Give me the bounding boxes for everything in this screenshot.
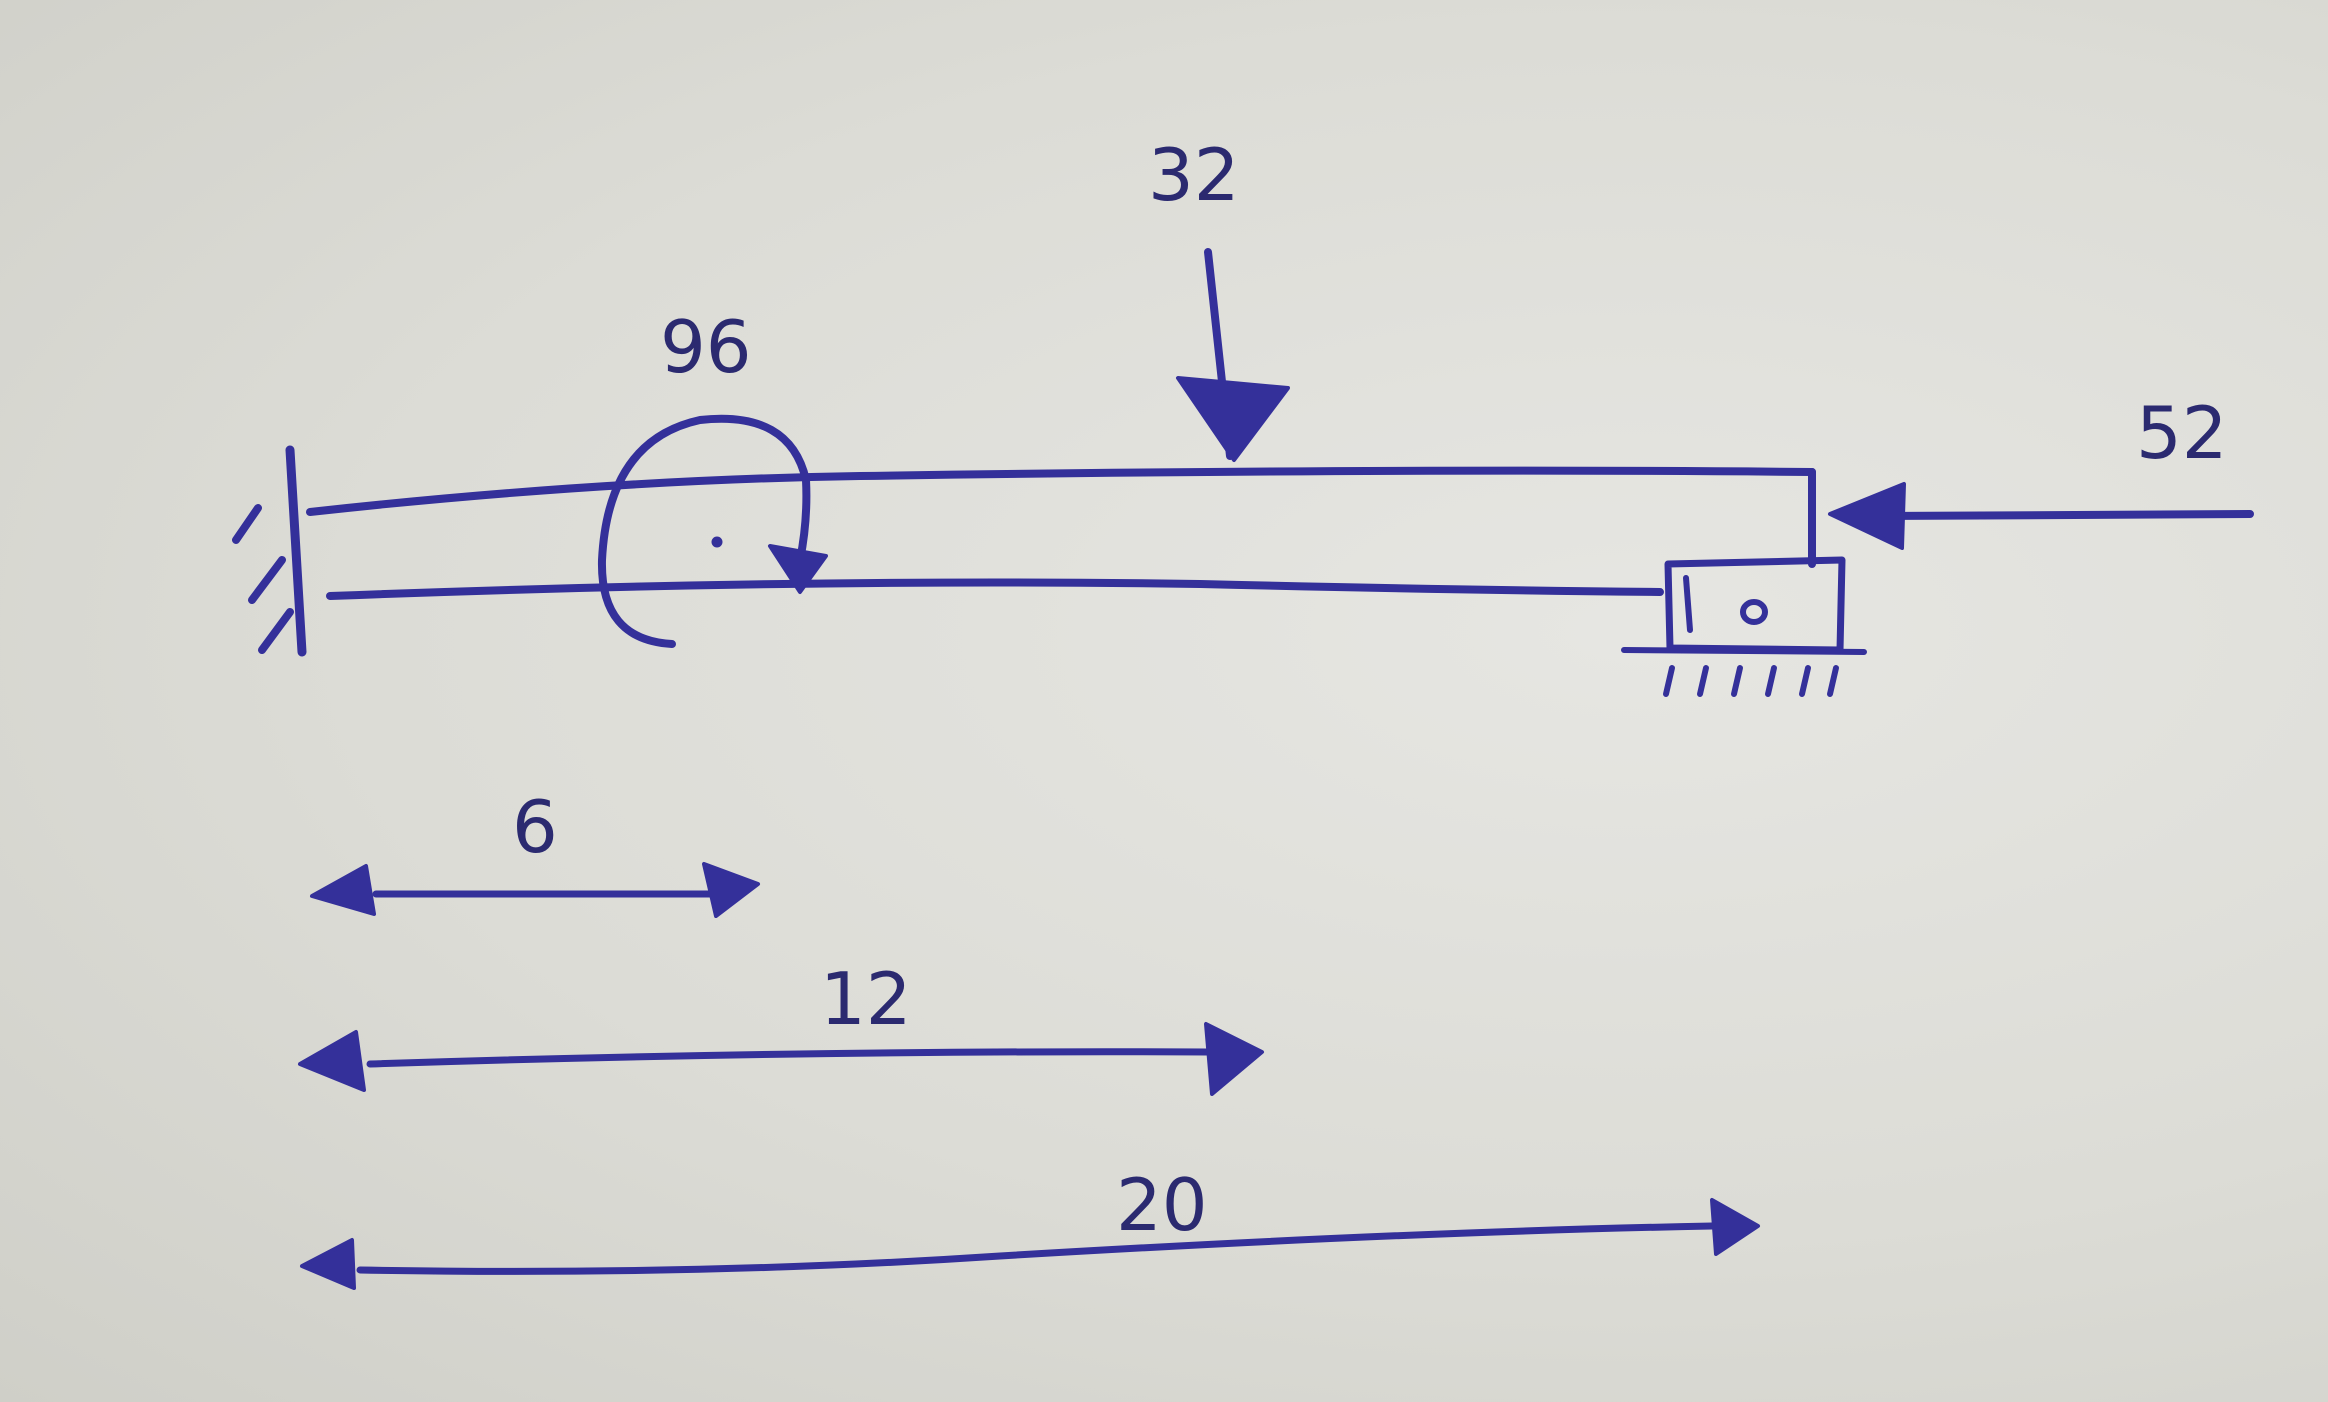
axial-load: 52 <box>1828 391 2254 550</box>
dimension-20: 20 <box>300 1163 1760 1290</box>
dimension-12: 12 <box>298 957 1264 1096</box>
dimension-12-label: 12 <box>820 957 912 1041</box>
axial-load-arrowhead <box>1828 482 1906 550</box>
beam-top-edge <box>306 466 1816 516</box>
moment-point <box>711 536 723 548</box>
dimension-6-label: 6 <box>512 785 558 869</box>
vertical-load-arrowhead <box>1176 376 1290 462</box>
moment-label: 96 <box>660 305 752 389</box>
ground-line <box>1621 647 1867 655</box>
dimension-6: 6 <box>310 785 760 918</box>
roller-support <box>1621 556 1867 697</box>
moment-arc <box>597 414 811 648</box>
vertical-load-label: 32 <box>1148 133 1240 217</box>
applied-moment: 96 <box>597 305 828 648</box>
fixed-wall-support <box>232 445 307 657</box>
dimension-20-label: 20 <box>1116 1163 1208 1247</box>
vertical-load: 32 <box>1148 133 1290 462</box>
axial-load-label: 52 <box>2136 391 2228 475</box>
axial-load-shaft <box>1882 510 2254 520</box>
moment-arrowhead <box>768 544 828 594</box>
beam <box>306 466 1816 600</box>
beam-bottom-edge <box>326 578 1664 600</box>
